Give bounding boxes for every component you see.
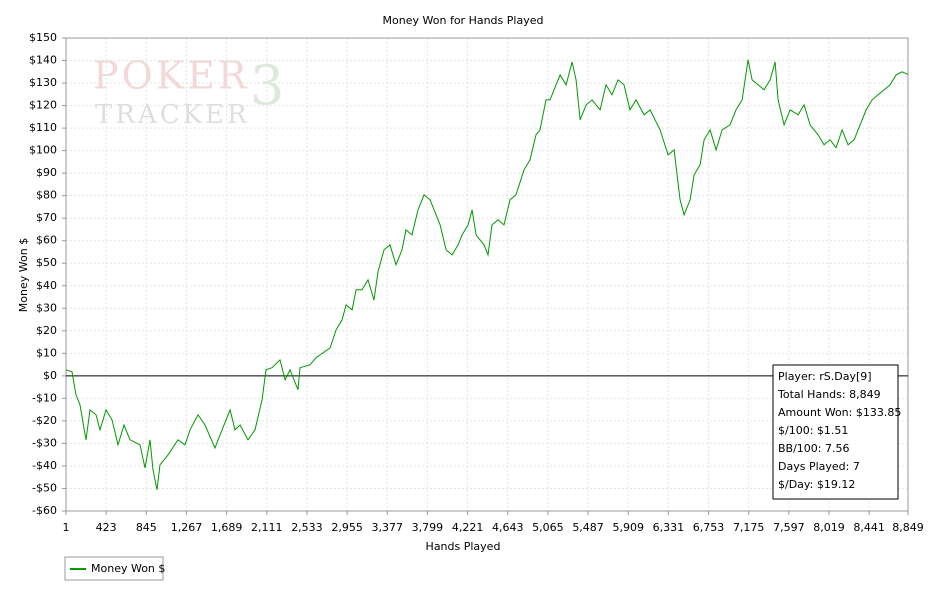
x-tick-label: 1,267 [171,521,203,534]
x-axis-label: Hands Played [426,540,501,553]
y-tick-label: $40 [36,279,57,292]
y-tick-label: -$40 [32,459,57,472]
x-tick-label: 3,799 [412,521,444,534]
y-tick-label: $110 [29,121,57,134]
y-tick-label: -$30 [32,436,57,449]
line-series [65,59,909,490]
info-line: $/100: $1.51 [778,424,848,437]
x-tick-label: 4,221 [452,521,484,534]
x-tick-label: 3,377 [372,521,404,534]
y-tick-label: $150 [29,31,57,44]
y-axis-label: Money Won $ [17,238,30,312]
x-tick-label: 2,533 [291,521,323,534]
y-tick-label: $70 [36,211,57,224]
x-tick-label: 1 [63,521,70,534]
x-tick-label: 8,019 [813,521,845,534]
y-tick-label: -$50 [32,481,57,494]
info-line: Player: rS.Day[9] [778,370,872,383]
y-tick-label: $90 [36,166,57,179]
x-tick-label: 6,331 [653,521,685,534]
y-tick-label: -$60 [32,504,57,517]
y-tick-label: $80 [36,189,57,202]
x-tick-label: 2,111 [251,521,283,534]
x-tick-label: 5,909 [612,521,644,534]
info-line: Amount Won: $133.85 [778,406,901,419]
info-line: Total Hands: 8,849 [777,388,881,401]
legend-label: Money Won $ [91,562,165,575]
x-tick-label: 1,689 [211,521,243,534]
y-tick-label: $0 [43,369,57,382]
x-tick-label: 5,487 [572,521,604,534]
y-tick-label: $10 [36,346,57,359]
x-tick-label: 845 [136,521,157,534]
info-line: Days Played: 7 [778,460,860,473]
y-tick-label: $140 [29,54,57,67]
plot-frame [65,37,909,512]
y-tick-label: $100 [29,144,57,157]
x-tick-label: 4,643 [492,521,524,534]
chart-title: Money Won for Hands Played [383,14,544,27]
y-tick-label: $120 [29,99,57,112]
y-tick-label: $50 [36,256,57,269]
x-tick-label: 6,753 [693,521,725,534]
info-line: BB/100: 7.56 [778,442,850,455]
x-tick-label: 5,065 [532,521,564,534]
y-tick-label: $20 [36,324,57,337]
y-tick-label: -$20 [32,414,57,427]
y-tick-label: $60 [36,234,57,247]
y-tick-label: -$10 [32,391,57,404]
info-line: $/Day: $19.12 [778,478,855,491]
y-tick-label: $30 [36,301,57,314]
x-tick-label: 8,849 [892,521,924,534]
x-tick-label: 8,441 [853,521,885,534]
x-tick-label: 2,955 [331,521,363,534]
x-tick-label: 7,597 [773,521,805,534]
x-tick-label: 423 [96,521,117,534]
legend [64,556,164,581]
y-tick-label: $130 [29,76,57,89]
info-box [772,364,899,500]
watermark: TRACKER [95,100,250,130]
x-tick-label: 7,175 [733,521,765,534]
